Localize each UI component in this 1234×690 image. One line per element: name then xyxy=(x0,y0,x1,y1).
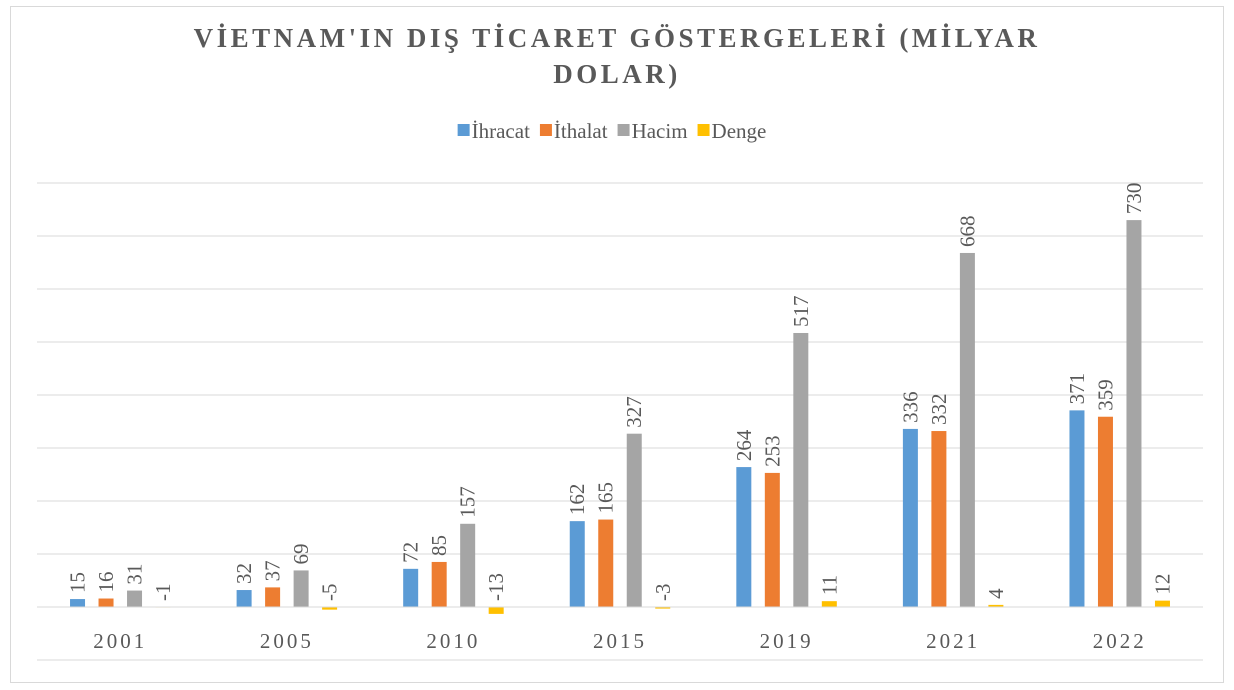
data-label: 11 xyxy=(817,575,841,595)
bar xyxy=(764,472,780,607)
x-tick-label: 2019 xyxy=(760,629,814,653)
x-tick-label: 2001 xyxy=(93,629,147,653)
legend-label: İthalat xyxy=(554,119,608,143)
data-label: 332 xyxy=(927,394,951,426)
data-label: 4 xyxy=(984,588,1008,599)
x-tick-label: 2022 xyxy=(1093,629,1147,653)
data-label: -1 xyxy=(151,584,175,602)
data-label: 517 xyxy=(789,295,813,327)
data-label: 37 xyxy=(261,560,285,581)
data-label: 253 xyxy=(760,435,784,467)
x-tick-label: 2021 xyxy=(926,629,980,653)
bar xyxy=(793,332,809,607)
data-label: 371 xyxy=(1065,373,1089,405)
chart-border xyxy=(10,6,1224,683)
legend-swatch xyxy=(617,124,630,136)
bar xyxy=(265,587,281,607)
bar xyxy=(431,561,447,607)
bar xyxy=(988,604,1004,607)
bar xyxy=(70,599,86,607)
bar xyxy=(127,590,143,607)
data-label: -5 xyxy=(318,584,342,602)
bar xyxy=(293,570,309,607)
legend-swatch xyxy=(457,124,470,136)
legend-label: Denge xyxy=(712,119,767,143)
data-label: 668 xyxy=(955,215,979,247)
bar xyxy=(655,607,671,609)
chart-title: VİETNAM'IN DIŞ TİCARET GÖSTERGELERİ (MİL… xyxy=(193,23,1041,89)
x-tick-label: 2015 xyxy=(593,629,647,653)
data-label: 15 xyxy=(66,572,90,593)
data-label: 32 xyxy=(232,563,256,584)
data-label: 85 xyxy=(427,535,451,556)
bar xyxy=(569,521,585,607)
data-label: 31 xyxy=(123,564,147,585)
legend-label: Hacim xyxy=(632,119,688,143)
bar xyxy=(403,568,419,607)
bar xyxy=(236,590,252,607)
bar xyxy=(959,252,975,607)
x-tick-label: 2010 xyxy=(426,629,480,653)
bar xyxy=(736,467,752,607)
bar xyxy=(1069,410,1085,607)
bar xyxy=(931,431,947,607)
data-label: 165 xyxy=(594,482,618,514)
bar xyxy=(98,598,114,607)
bar xyxy=(1097,416,1113,607)
bar xyxy=(821,601,837,607)
bar xyxy=(1154,600,1170,607)
bar xyxy=(598,519,614,607)
bar xyxy=(626,433,642,607)
legend-label: İhracat xyxy=(472,119,530,143)
legend-swatch xyxy=(539,124,552,136)
data-label: 359 xyxy=(1093,379,1117,411)
bar xyxy=(488,607,504,614)
x-tick-label: 2005 xyxy=(260,629,314,653)
data-label: 16 xyxy=(94,572,118,593)
data-label: 162 xyxy=(565,484,589,516)
data-label: -3 xyxy=(651,584,675,602)
data-label: 730 xyxy=(1122,183,1146,215)
data-label: 157 xyxy=(456,486,480,518)
data-label: -13 xyxy=(484,573,508,601)
bar xyxy=(460,523,476,607)
bar xyxy=(322,607,338,610)
data-label: 336 xyxy=(898,391,922,423)
data-label: 264 xyxy=(732,429,756,461)
legend-swatch xyxy=(697,124,710,136)
bar xyxy=(902,428,918,607)
data-label: 69 xyxy=(289,543,313,564)
data-label: 327 xyxy=(622,396,646,428)
data-label: 72 xyxy=(399,542,423,563)
bar xyxy=(1126,220,1142,607)
data-label: 12 xyxy=(1150,574,1174,595)
